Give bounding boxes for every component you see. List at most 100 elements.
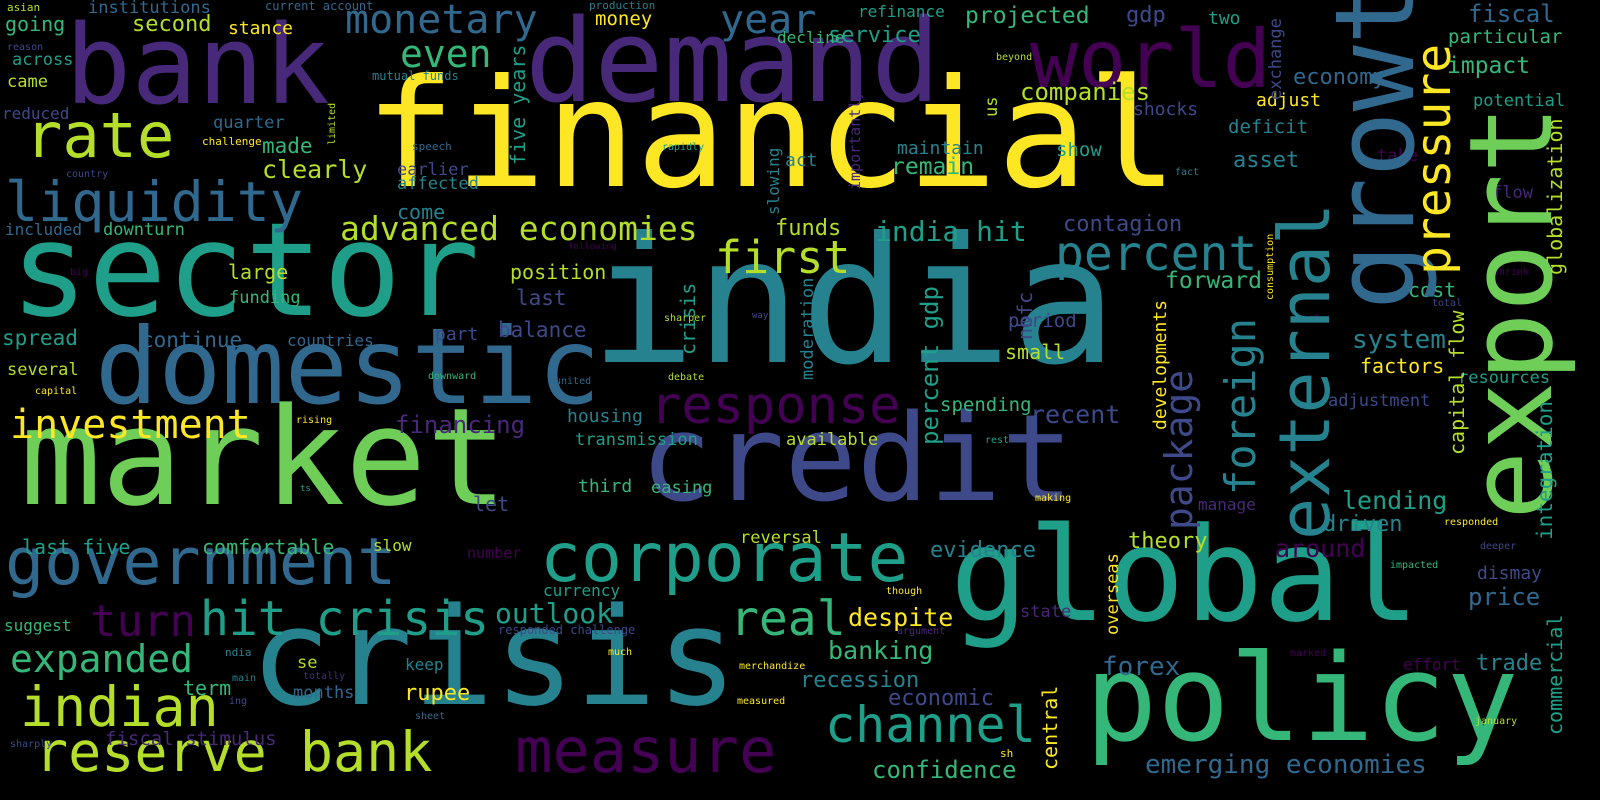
word-keep: keep (405, 655, 444, 674)
word-factors: factors (1360, 354, 1445, 378)
word-made: made (262, 134, 313, 158)
word-last-five: last five (22, 535, 131, 559)
word-though: though (886, 586, 923, 597)
word-stance: stance (228, 18, 294, 39)
word-sector: sector (10, 194, 480, 346)
word-much: much (608, 647, 633, 658)
word-take: take (1377, 146, 1418, 166)
word-importantly: importantly (846, 90, 864, 190)
word-evidence: evidence (930, 538, 1036, 563)
word-reversal: reversal (740, 528, 822, 548)
word-united: united (555, 376, 592, 387)
word-money: money (595, 8, 653, 30)
word-expanded: expanded (10, 637, 194, 681)
word-india-hit: india hit (875, 215, 1027, 248)
word-commercial: commercial (1543, 614, 1567, 735)
word-following: following (568, 242, 617, 252)
word-integration: integration (1533, 400, 1557, 540)
word-exchange: exchange (1266, 18, 1286, 100)
word-bank: bank (65, 1, 330, 129)
word-global: global (950, 499, 1420, 651)
word-sharply: sharply (10, 739, 53, 750)
word-measured: measured (737, 696, 786, 707)
word-deficit: deficit (1228, 116, 1309, 138)
word-percent: percent (1055, 226, 1258, 282)
word-companies: companies (1020, 78, 1151, 106)
word-measure: measure (515, 714, 777, 787)
word-funds: funds (775, 216, 842, 241)
word-several: several (7, 360, 79, 380)
word-totally: totally (303, 671, 346, 682)
word-mutual-funds: mutual funds (372, 69, 459, 83)
word-asset: asset (1233, 148, 1300, 173)
word-downturn: downturn (103, 220, 185, 240)
word-corporate: corporate (540, 519, 909, 598)
word-affected: affected (397, 174, 479, 194)
word-earlier: earlier (397, 160, 469, 180)
word-slow: slow (373, 536, 412, 555)
word-second: second (132, 12, 212, 37)
word-show: show (1056, 139, 1102, 161)
word-spread: spread (2, 326, 78, 350)
word-act: act (785, 150, 818, 171)
word-come: come (397, 200, 446, 224)
word-currency: currency (543, 581, 621, 600)
word-investment: investment (10, 402, 251, 448)
word-despite: despite (848, 603, 954, 632)
word-external: external (1264, 202, 1346, 540)
word-country: country (66, 169, 109, 180)
word-credit: credit (640, 390, 1074, 529)
word-pressure: pressure (1406, 43, 1462, 275)
word-main: main (232, 673, 257, 684)
word-manage: manage (1198, 495, 1256, 514)
word-beyond: beyond (996, 52, 1033, 63)
word-speech: speech (412, 140, 452, 153)
word-market: market (20, 379, 508, 536)
word-rest: rest (985, 435, 1010, 446)
word-cost: cost (1408, 278, 1457, 302)
word-foreign: foreign (1216, 317, 1265, 495)
word-term: term (183, 676, 232, 700)
word-impact: impact (1447, 53, 1531, 79)
word-sheet: sheet (415, 711, 446, 722)
word-shocks: shocks (1133, 99, 1199, 120)
word-liquidity: liquidity (5, 170, 304, 234)
word-comfortable: comfortable (202, 535, 335, 559)
word-economic: economic (888, 686, 994, 711)
word-small: small (1005, 340, 1066, 364)
word-funding: funding (229, 288, 301, 308)
word-fact: fact (1175, 167, 1200, 178)
word-asian: asian (7, 1, 41, 14)
word-dismay: dismay (1477, 563, 1543, 584)
word-globalization: globalization (1543, 118, 1567, 275)
word-theory: theory (1128, 529, 1208, 554)
word-challenge: challenge (202, 135, 262, 148)
word-total: total (1432, 298, 1463, 309)
word-ing: ing (229, 696, 248, 707)
word-nbfc: nbfc (1013, 291, 1037, 340)
word-maintain: maintain (897, 138, 984, 159)
word-quarter: quarter (213, 113, 285, 133)
word-government: government (5, 525, 397, 600)
word-central: central (1038, 685, 1062, 770)
word-reduced: reduced (2, 104, 70, 123)
word-response: response (650, 376, 901, 436)
word-india: india (590, 201, 1117, 404)
word-fiscal-stimulus: fiscal stimulus (105, 728, 277, 750)
word-third: third (578, 476, 633, 497)
word-argument: argument (897, 626, 946, 637)
word-reserve-bank: reserve bank (35, 720, 433, 784)
word-went: went (1296, 313, 1321, 324)
word-moderation: moderation (798, 277, 818, 380)
word-financing: financing (395, 411, 526, 439)
word-available: available (786, 430, 879, 450)
word-deeper: deeper (1480, 541, 1517, 552)
word-forward: forward (1165, 268, 1262, 294)
word-rate: rate (25, 99, 175, 172)
word-monetary: monetary (345, 0, 538, 43)
word-se: se (297, 653, 318, 673)
word-rapidly: rapidly (662, 142, 705, 153)
word-fiscal: fiscal (1468, 0, 1555, 28)
word-indian: indian (20, 675, 219, 739)
